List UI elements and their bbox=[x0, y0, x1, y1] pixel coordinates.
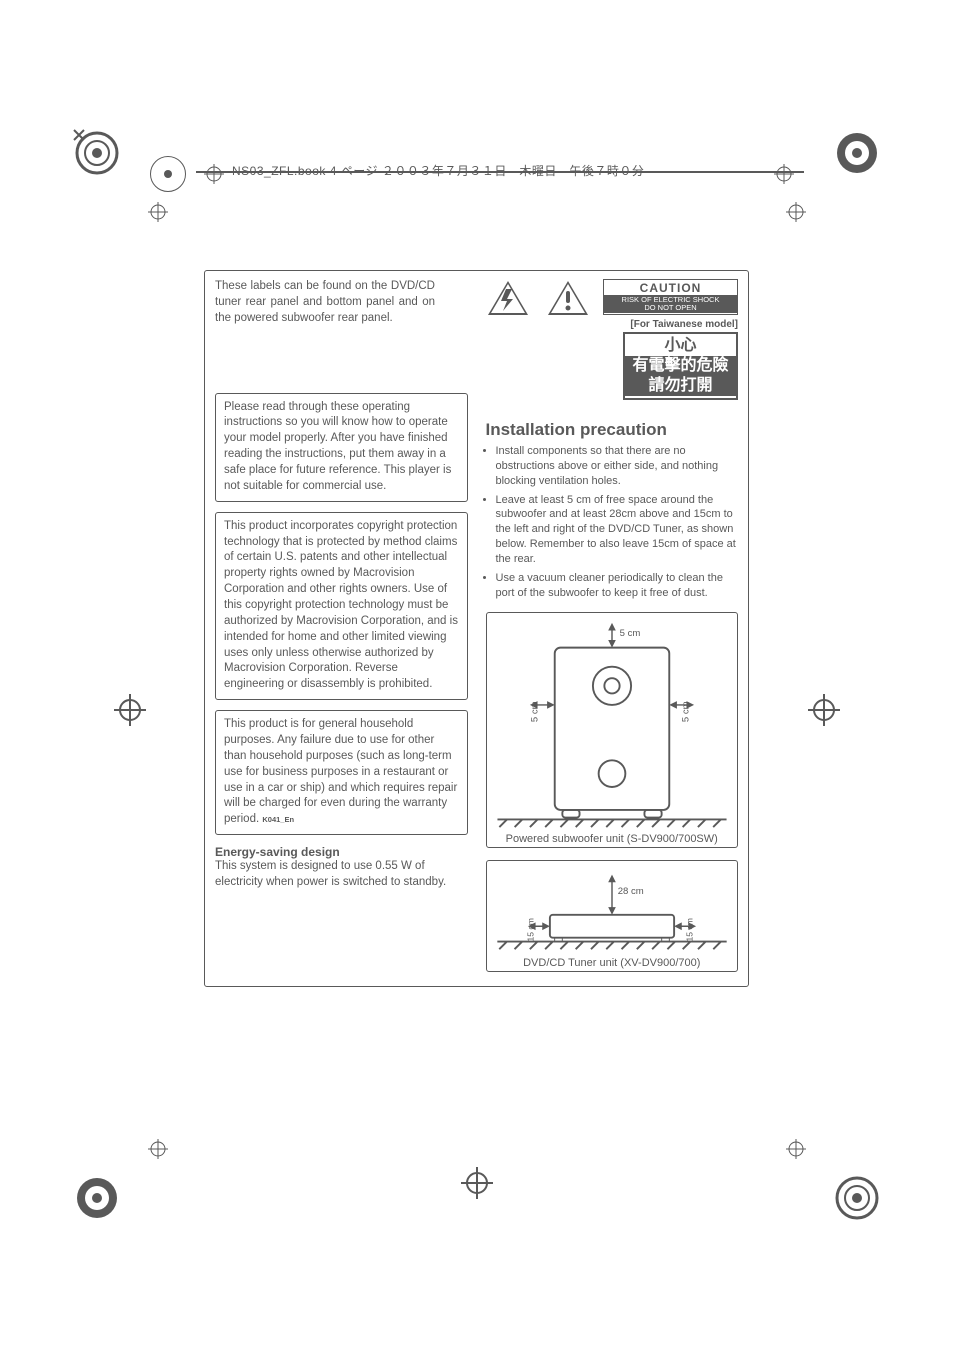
energy-heading: Energy-saving design bbox=[215, 845, 468, 859]
install-b3: Use a vacuum cleaner periodically to cle… bbox=[496, 571, 739, 601]
cjk-line3: 請勿打開 bbox=[648, 377, 712, 394]
header-strip: NS03_ZFL.book 4 ページ ２００３年７月３１日 木曜日 午後７時０… bbox=[150, 156, 804, 194]
install-heading: Installation precaution bbox=[486, 420, 739, 440]
header-crosshair-left-icon bbox=[204, 164, 224, 184]
caution-stack: CAUTION RISK OF ELECTRIC SHOCK DO NOT OP… bbox=[602, 279, 739, 400]
install-bullets: Install components so that there are no … bbox=[486, 444, 739, 600]
content-frame: These labels can be found on the DVD/CD … bbox=[204, 270, 749, 987]
cjk-line1: 小心 bbox=[625, 336, 736, 356]
note-read-instructions: Please read through these operating inst… bbox=[215, 393, 468, 502]
tuner-caption: DVD/CD Tuner unit (XV-DV900/700) bbox=[493, 957, 732, 969]
shock-triangle-icon bbox=[486, 279, 530, 317]
svg-text:28 cm: 28 cm bbox=[617, 886, 643, 897]
sub-top-label: 5 cm bbox=[619, 629, 640, 640]
caution-risk-2: DO NOT OPEN bbox=[644, 303, 696, 312]
diagram-tuner: 28 cm 15 cm 15 cm DVD/CD Tuner unit (XV-… bbox=[486, 860, 739, 972]
energy-body: This system is designed to use 0.55 W of… bbox=[215, 859, 468, 891]
page: NS03_ZFL.book 4 ページ ２００３年７月３１日 木曜日 午後７時０… bbox=[0, 0, 954, 1351]
left-column: These labels can be found on the DVD/CD … bbox=[215, 279, 468, 972]
reg-mark-mid-right bbox=[804, 690, 844, 730]
caution-box-cjk: 小心 有電擊的危險 請勿打開 bbox=[623, 332, 738, 400]
svg-text:15 cm: 15 cm bbox=[684, 919, 694, 942]
note-code: K041_En bbox=[262, 815, 294, 824]
reg-mark-bottom-right bbox=[832, 1173, 882, 1223]
reg-mark-bottom-left bbox=[72, 1173, 122, 1223]
labels-intro: These labels can be found on the DVD/CD … bbox=[215, 279, 435, 327]
note-household-body: This product is for general household pu… bbox=[224, 718, 457, 825]
install-b2: Leave at least 5 cm of free space around… bbox=[496, 493, 739, 567]
right-column: CAUTION RISK OF ELECTRIC SHOCK DO NOT OP… bbox=[486, 279, 739, 972]
header-crosshair-right-icon bbox=[774, 164, 794, 184]
svg-text:5 cm: 5 cm bbox=[680, 702, 691, 723]
tw-model-label: [For Taiwanese model] bbox=[602, 319, 739, 330]
note-macrovision: This product incorporates copyright prot… bbox=[215, 512, 468, 700]
caution-title: CAUTION bbox=[640, 281, 702, 295]
diagram-subwoofer: 5 cm 5 cm 5 cm Powered subwoofer unit (S… bbox=[486, 612, 739, 848]
subwoofer-svg: 5 cm 5 cm 5 cm bbox=[497, 619, 727, 829]
install-b1: Install components so that there are no … bbox=[496, 444, 739, 489]
crop-bl-icon bbox=[148, 1139, 168, 1159]
binder-ring-icon bbox=[150, 156, 186, 192]
top-row: These labels can be found on the DVD/CD … bbox=[215, 279, 468, 327]
cjk-line2: 有電擊的危險 bbox=[632, 357, 728, 374]
warning-icons bbox=[486, 279, 590, 317]
reg-mark-bottom-center bbox=[457, 1163, 497, 1203]
exclaim-triangle-icon bbox=[546, 279, 590, 317]
note-household-use: This product is for general household pu… bbox=[215, 710, 468, 835]
sub-caption: Powered subwoofer unit (S-DV900/700SW) bbox=[493, 833, 732, 845]
tuner-svg: 28 cm 15 cm 15 cm bbox=[497, 867, 727, 953]
crop-tl-icon bbox=[148, 202, 168, 222]
cjk-band: 有電擊的危險 請勿打開 bbox=[625, 356, 736, 396]
svg-text:5 cm: 5 cm bbox=[529, 702, 540, 723]
crop-tr-icon bbox=[786, 202, 806, 222]
caution-box-en: CAUTION RISK OF ELECTRIC SHOCK DO NOT OP… bbox=[603, 279, 738, 315]
reg-mark-top-left bbox=[72, 128, 122, 178]
crop-br-icon bbox=[786, 1139, 806, 1159]
reg-mark-top-right bbox=[832, 128, 882, 178]
caution-row: CAUTION RISK OF ELECTRIC SHOCK DO NOT OP… bbox=[486, 279, 739, 400]
caution-risk: RISK OF ELECTRIC SHOCK DO NOT OPEN bbox=[604, 295, 737, 313]
reg-mark-mid-left bbox=[110, 690, 150, 730]
svg-text:15 cm: 15 cm bbox=[525, 919, 535, 942]
header-text: NS03_ZFL.book 4 ページ ２００３年７月３１日 木曜日 午後７時０… bbox=[232, 162, 644, 179]
